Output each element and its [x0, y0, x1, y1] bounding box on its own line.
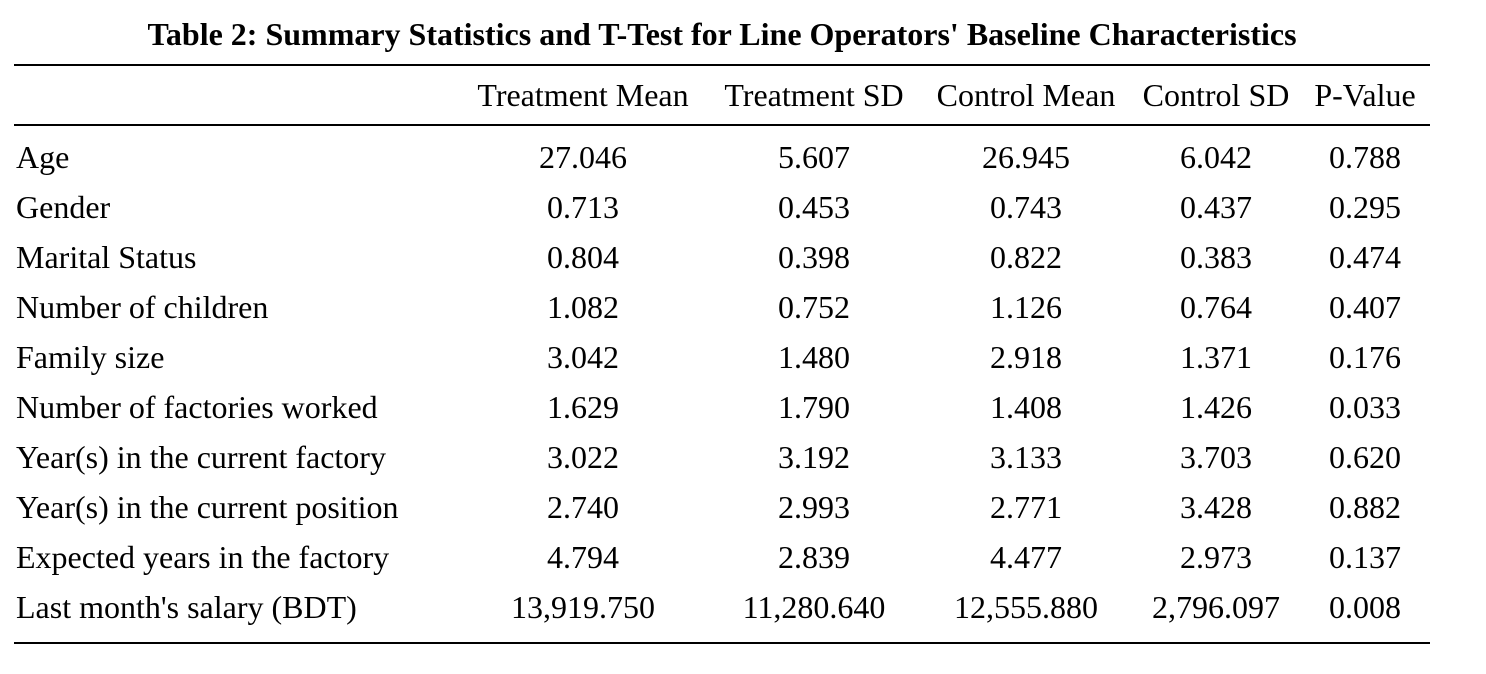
cell-treatment-sd: 0.398 — [778, 238, 850, 275]
row-label: Number of factories worked — [16, 388, 378, 425]
cell-treatment-mean: 1.629 — [547, 388, 619, 425]
cell-control-mean: 3.133 — [990, 438, 1062, 475]
cell-treatment-sd: 11,280.640 — [742, 588, 886, 625]
cell-p-value: 0.882 — [1329, 488, 1401, 525]
cell-treatment-sd: 1.790 — [778, 388, 850, 425]
cell-treatment-mean: 2.740 — [547, 488, 619, 525]
cell-treatment-mean: 3.042 — [547, 338, 619, 375]
cell-treatment-mean: 27.046 — [539, 138, 627, 175]
header-control-sd: Control SD — [1142, 76, 1290, 113]
cell-treatment-mean: 13,919.750 — [511, 588, 655, 625]
cell-control-sd: 1.426 — [1180, 388, 1252, 425]
table-header: Treatment Mean Treatment SD Control Mean… — [14, 65, 1430, 125]
row-label: Expected years in the factory — [16, 538, 390, 575]
table-row: Expected years in the factory 4.794 2.839 4… — [14, 532, 1430, 582]
cell-p-value: 0.137 — [1329, 538, 1401, 575]
table-row: Marital Status 0.804 0.398 0.822 0.383 0.474 — [14, 232, 1430, 282]
table-row: Number of children 1.082 0.752 1.126 0.764 0.… — [14, 282, 1430, 332]
table-row: Number of factories worked 1.629 1.790 1.40… — [14, 382, 1430, 432]
cell-p-value: 0.295 — [1329, 188, 1401, 225]
cell-p-value: 0.620 — [1329, 438, 1401, 475]
cell-control-mean: 12,555.880 — [954, 588, 1098, 625]
row-label: Year(s) in the current position — [16, 488, 399, 525]
table-row: Last month's salary (BDT) 13,919.750 11,28… — [14, 582, 1430, 643]
cell-control-mean: 1.126 — [990, 288, 1062, 325]
cell-control-mean: 26.945 — [982, 138, 1070, 175]
table-row: Family size 3.042 1.480 2.918 1.371 0.176 — [14, 332, 1430, 382]
header-treatment-sd: Treatment SD — [724, 76, 904, 113]
cell-control-sd: 0.437 — [1180, 188, 1252, 225]
cell-p-value: 0.033 — [1329, 388, 1401, 425]
cell-treatment-sd: 2.839 — [778, 538, 850, 575]
header-treatment-mean: Treatment Mean — [477, 76, 689, 113]
cell-treatment-sd: 5.607 — [778, 138, 850, 175]
cell-treatment-mean: 1.082 — [547, 288, 619, 325]
cell-treatment-mean: 0.804 — [547, 238, 619, 275]
cell-control-sd: 3.428 — [1180, 488, 1252, 525]
cell-control-sd: 0.764 — [1180, 288, 1252, 325]
cell-p-value: 0.176 — [1329, 338, 1401, 375]
table-row: Year(s) in the current factory 3.022 3.192… — [14, 432, 1430, 482]
table-container: Table 2: Summary Statistics and T-Test f… — [14, 12, 1430, 644]
cell-control-mean: 2.771 — [990, 488, 1062, 525]
table-caption: Table 2: Summary Statistics and T-Test f… — [147, 16, 1297, 52]
row-label: Year(s) in the current factory — [16, 438, 386, 475]
cell-p-value: 0.788 — [1329, 138, 1401, 175]
row-label: Gender — [16, 188, 111, 225]
cell-control-mean: 1.408 — [990, 388, 1062, 425]
header-label-column — [14, 65, 458, 125]
summary-statistics-table: Treatment Mean Treatment SD Control Mean… — [14, 64, 1430, 644]
cell-control-sd: 2.973 — [1180, 538, 1252, 575]
cell-control-sd: 2,796.097 — [1152, 588, 1280, 625]
cell-treatment-sd: 3.192 — [778, 438, 850, 475]
row-label: Number of children — [16, 288, 269, 325]
header-p-value: P-Value — [1314, 76, 1416, 113]
cell-control-mean: 4.477 — [990, 538, 1062, 575]
row-label: Last month's salary (BDT) — [16, 588, 357, 625]
cell-control-mean: 0.743 — [990, 188, 1062, 225]
header-control-mean: Control Mean — [936, 76, 1116, 113]
cell-treatment-mean: 4.794 — [547, 538, 619, 575]
cell-treatment-mean: 3.022 — [547, 438, 619, 475]
cell-control-sd: 0.383 — [1180, 238, 1252, 275]
cell-treatment-mean: 0.713 — [547, 188, 619, 225]
cell-p-value: 0.008 — [1329, 588, 1401, 625]
header-row: Treatment Mean Treatment SD Control Mean… — [14, 65, 1430, 125]
cell-control-sd: 6.042 — [1180, 138, 1252, 175]
row-label: Family size — [16, 338, 165, 375]
cell-treatment-sd: 0.453 — [778, 188, 850, 225]
cell-control-mean: 2.918 — [990, 338, 1062, 375]
row-label: Age — [16, 138, 70, 175]
cell-control-sd: 1.371 — [1180, 338, 1252, 375]
cell-control-sd: 3.703 — [1180, 438, 1252, 475]
cell-p-value: 0.407 — [1329, 288, 1401, 325]
cell-treatment-sd: 2.993 — [778, 488, 850, 525]
cell-control-mean: 0.822 — [990, 238, 1062, 275]
table-row: Age 27.046 5.607 26.945 6.042 0.788 — [14, 125, 1430, 182]
table-row: Year(s) in the current position 2.740 2.99… — [14, 482, 1430, 532]
cell-treatment-sd: 1.480 — [778, 338, 850, 375]
cell-p-value: 0.474 — [1329, 238, 1401, 275]
cell-treatment-sd: 0.752 — [778, 288, 850, 325]
table-body: Age 27.046 5.607 26.945 6.042 0.788 Gender 0.71… — [14, 125, 1430, 643]
row-label: Marital Status — [16, 238, 197, 275]
table-row: Gender 0.713 0.453 0.743 0.437 0.295 — [14, 182, 1430, 232]
